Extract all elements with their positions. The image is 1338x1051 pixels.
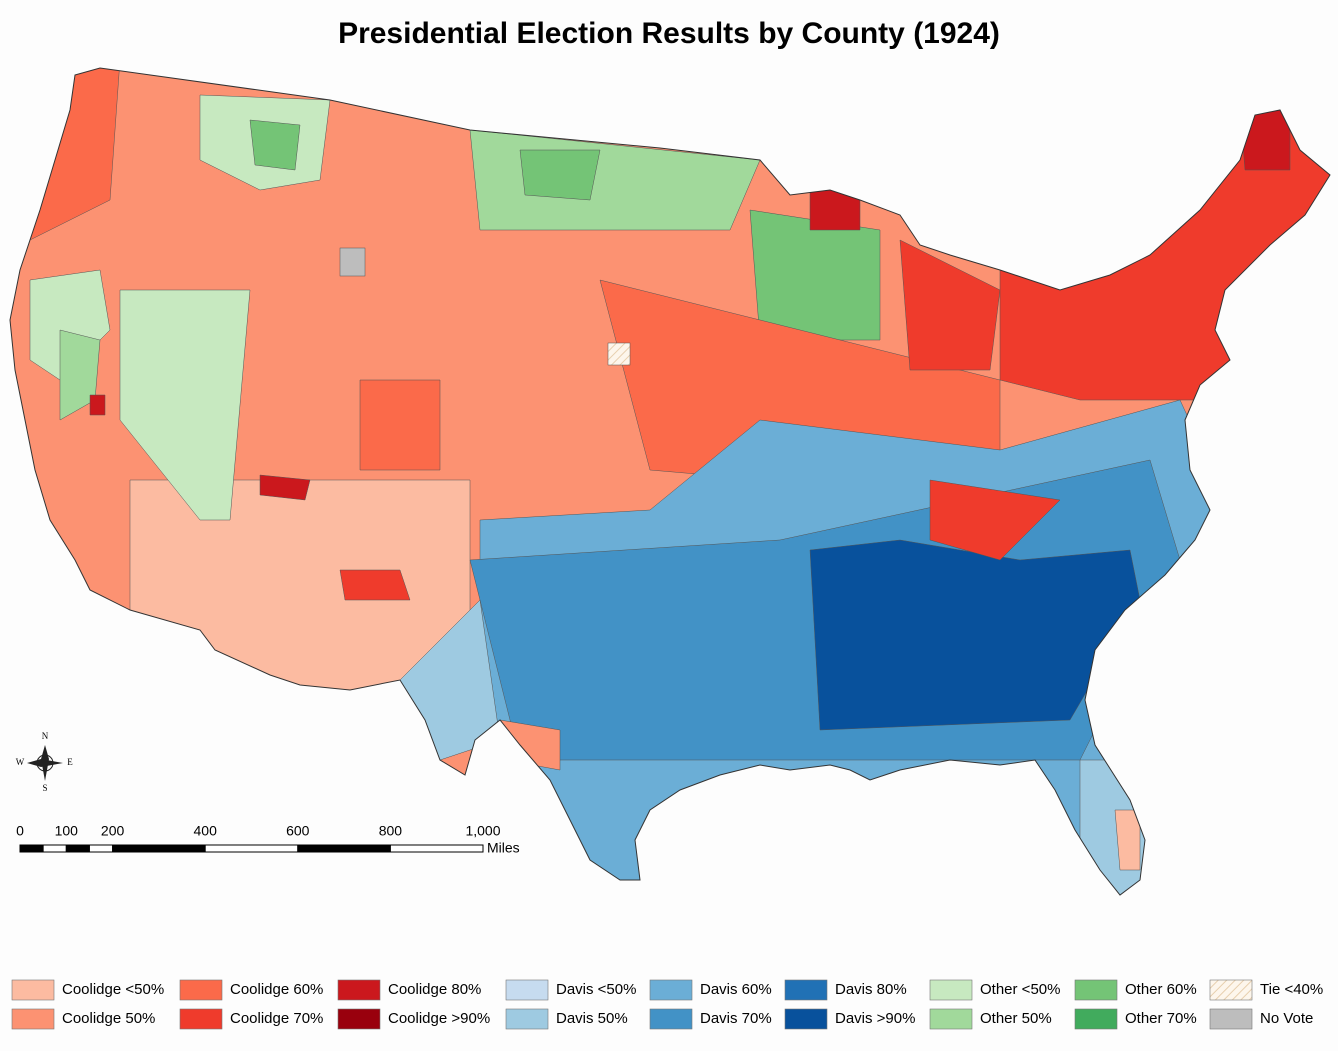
- compass: N S E W: [16, 731, 74, 793]
- scale-segment: [88, 844, 114, 853]
- legend-label: Other 60%: [1125, 981, 1197, 998]
- legend-label: Davis 50%: [556, 1010, 628, 1027]
- legend-label: Tie <40%: [1260, 981, 1323, 998]
- legend-label: No Vote: [1260, 1010, 1313, 1027]
- legend-swatch: [11, 1008, 55, 1030]
- legend-label: Coolidge 70%: [230, 1010, 323, 1027]
- legend-swatch: [505, 979, 549, 1001]
- scale-label: 100: [55, 823, 79, 839]
- legend-swatch: [1074, 979, 1118, 1001]
- legend-swatch: [337, 979, 381, 1001]
- legend-label: Davis 80%: [835, 981, 907, 998]
- legend-swatch: [179, 979, 223, 1001]
- scale-unit: Miles: [487, 840, 520, 856]
- legend-label: Davis <50%: [556, 981, 636, 998]
- legend-swatch: [11, 979, 55, 1001]
- compass-w: W: [16, 757, 25, 767]
- scale-label: 600: [286, 823, 310, 839]
- legend-label: Coolidge >90%: [388, 1010, 490, 1027]
- legend-swatch: [1209, 1008, 1253, 1030]
- scale-segment: [65, 844, 90, 853]
- scale-segment: [19, 844, 44, 853]
- compass-e: E: [67, 757, 73, 767]
- legend-label: Other <50%: [980, 981, 1060, 998]
- scale-segment: [297, 844, 391, 853]
- county-map: [10, 68, 1330, 895]
- scale-label: 0: [16, 823, 24, 839]
- legend-label: Coolidge 50%: [62, 1010, 155, 1027]
- legend-label: Coolidge <50%: [62, 981, 164, 998]
- scale-label: 400: [194, 823, 218, 839]
- legend: Coolidge <50% Coolidge 50% Coolidge 60% Coo…: [11, 979, 1323, 1030]
- compass-n: N: [42, 731, 49, 741]
- legend-swatch: [179, 1008, 223, 1030]
- legend-swatch: [784, 979, 828, 1001]
- scale-segment: [389, 844, 484, 853]
- legend-swatch: [649, 979, 693, 1001]
- legend-swatch: [337, 1008, 381, 1030]
- scale-segment: [112, 844, 206, 853]
- legend-swatch: [784, 1008, 828, 1030]
- legend-swatch: [505, 1008, 549, 1030]
- scale-label: 200: [101, 823, 125, 839]
- compass-s: S: [42, 783, 47, 793]
- legend-label: Other 50%: [980, 1010, 1052, 1027]
- legend-swatch: [929, 979, 973, 1001]
- legend-label: Davis 70%: [700, 1010, 772, 1027]
- legend-swatch: [1074, 1008, 1118, 1030]
- legend-label: Coolidge 80%: [388, 981, 481, 998]
- legend-label: Coolidge 60%: [230, 981, 323, 998]
- legend-swatch: [929, 1008, 973, 1030]
- legend-label: Davis 60%: [700, 981, 772, 998]
- legend-swatch: [1209, 979, 1253, 1001]
- legend-swatch: [649, 1008, 693, 1030]
- legend-label: Other 70%: [1125, 1010, 1197, 1027]
- scale-label: 800: [379, 823, 403, 839]
- scale-label: 1,000: [465, 823, 500, 839]
- title: Presidential Election Results by County …: [338, 17, 1000, 50]
- scale-segment: [204, 844, 299, 853]
- legend-label: Davis >90%: [835, 1010, 915, 1027]
- scale-segment: [42, 844, 67, 853]
